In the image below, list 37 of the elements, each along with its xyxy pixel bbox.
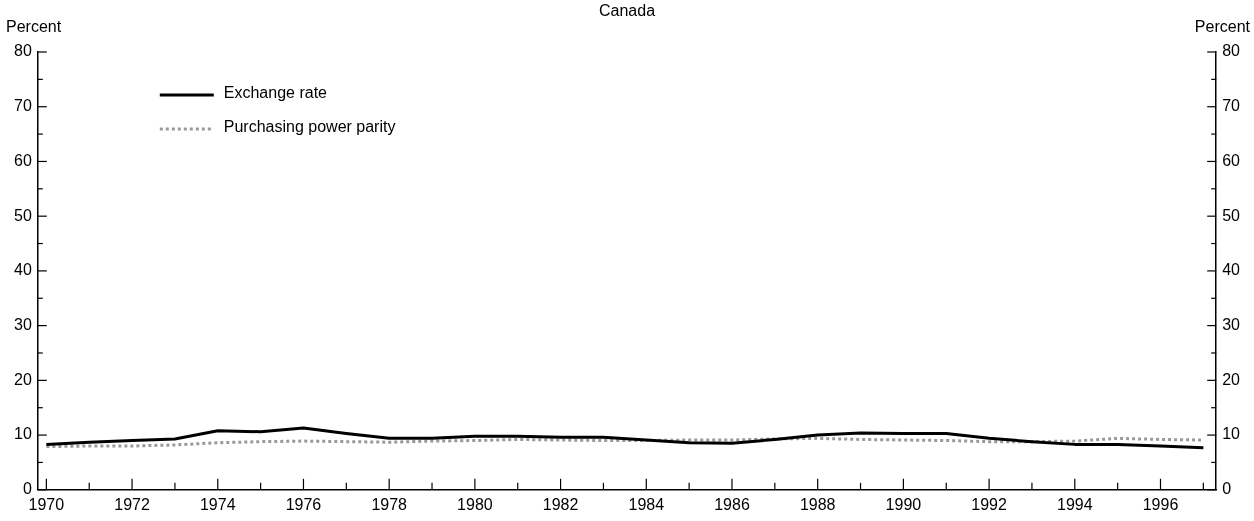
legend-label: Exchange rate	[223, 84, 328, 102]
y2-tick-label: 30	[1222, 316, 1241, 334]
x-tick-label: 1996	[1142, 495, 1179, 513]
x-tick-label: 1974	[199, 495, 236, 513]
x-tick-label: 1990	[885, 495, 922, 513]
y-tick-label: 20	[14, 370, 32, 388]
y2-tick-label: 60	[1222, 151, 1241, 169]
legend-label: Purchasing power parity	[223, 118, 396, 136]
y2-tick-label: 80	[1222, 42, 1241, 60]
y2-tick-label: 70	[1222, 97, 1241, 115]
y-tick-label: 50	[14, 206, 32, 224]
x-tick-label: 1984	[628, 495, 665, 513]
x-tick-label: 1970	[28, 495, 65, 513]
y-tick-label: 30	[14, 316, 32, 334]
x-tick-label: 1994	[1057, 495, 1093, 513]
y-tick-label: 60	[14, 151, 32, 169]
y-tick-label: 40	[14, 261, 32, 279]
y2-tick-label: 20	[1222, 370, 1241, 388]
y2-tick-label: 50	[1222, 206, 1241, 224]
x-tick-label: 1976	[285, 495, 322, 513]
y2-tick-label: 0	[1222, 480, 1232, 498]
y-axis-title: Percent	[6, 18, 62, 36]
y-tick-label: 70	[14, 97, 32, 115]
y-tick-label: 0	[22, 480, 32, 498]
y-tick-label: 80	[14, 42, 32, 60]
x-tick-label: 1972	[114, 495, 150, 513]
y2-axis-title: Percent	[1194, 18, 1251, 36]
x-tick-label: 1982	[542, 495, 579, 513]
x-tick-label: 1986	[714, 495, 750, 513]
y2-tick-label: 40	[1222, 261, 1241, 279]
x-tick-label: 1992	[971, 495, 1007, 513]
x-tick-label: 1988	[799, 495, 836, 513]
chart-title: Canada	[598, 2, 656, 20]
x-tick-label: 1978	[371, 495, 408, 513]
y2-tick-label: 10	[1222, 425, 1241, 443]
y-tick-label: 10	[14, 425, 32, 443]
x-tick-label: 1980	[457, 495, 493, 513]
